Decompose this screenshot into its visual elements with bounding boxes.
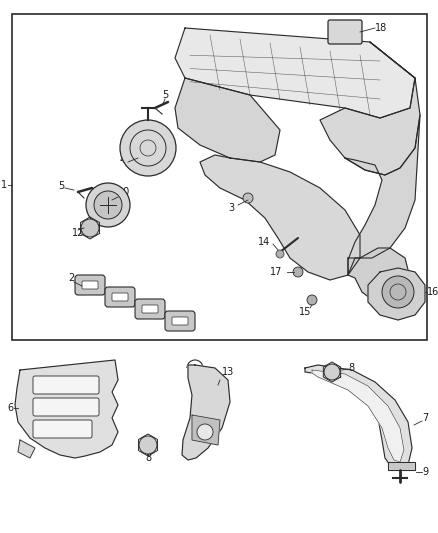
Circle shape	[197, 424, 213, 440]
Text: 5: 5	[58, 181, 64, 191]
Text: 1: 1	[1, 180, 7, 190]
FancyBboxPatch shape	[142, 305, 158, 313]
Text: 17: 17	[270, 267, 282, 277]
Text: 15: 15	[299, 307, 311, 317]
Circle shape	[293, 267, 303, 277]
Polygon shape	[388, 462, 415, 470]
Text: 10: 10	[118, 187, 130, 197]
Text: 5: 5	[162, 90, 168, 100]
FancyBboxPatch shape	[135, 299, 165, 319]
Polygon shape	[15, 360, 118, 458]
Text: 8: 8	[145, 453, 151, 463]
Text: 2: 2	[68, 273, 74, 283]
Polygon shape	[192, 415, 220, 445]
Polygon shape	[348, 248, 410, 305]
Circle shape	[94, 191, 122, 219]
FancyBboxPatch shape	[165, 311, 195, 331]
Polygon shape	[175, 78, 280, 162]
Polygon shape	[345, 115, 420, 275]
Text: 6: 6	[7, 403, 13, 413]
Polygon shape	[305, 365, 412, 470]
FancyBboxPatch shape	[105, 287, 135, 307]
Polygon shape	[175, 28, 415, 118]
Text: 14: 14	[258, 237, 270, 247]
Text: 8: 8	[348, 363, 354, 373]
Polygon shape	[182, 365, 230, 460]
Circle shape	[276, 250, 284, 258]
Text: 4: 4	[120, 155, 126, 165]
FancyBboxPatch shape	[328, 20, 362, 44]
Circle shape	[243, 193, 253, 203]
Text: 3: 3	[228, 203, 234, 213]
Text: 12: 12	[72, 228, 85, 238]
Circle shape	[382, 276, 414, 308]
Polygon shape	[200, 155, 360, 280]
FancyBboxPatch shape	[75, 275, 105, 295]
FancyBboxPatch shape	[112, 293, 128, 301]
FancyBboxPatch shape	[172, 317, 188, 325]
Text: 13: 13	[222, 367, 234, 377]
Circle shape	[86, 183, 130, 227]
Polygon shape	[368, 268, 425, 320]
Polygon shape	[312, 370, 404, 462]
Circle shape	[324, 364, 340, 380]
Text: 18: 18	[375, 23, 387, 33]
Text: 9: 9	[422, 467, 428, 477]
Text: 16: 16	[427, 287, 438, 297]
Polygon shape	[18, 440, 35, 458]
Bar	[12, 14, 427, 340]
Circle shape	[120, 120, 176, 176]
FancyBboxPatch shape	[33, 420, 92, 438]
FancyBboxPatch shape	[33, 398, 99, 416]
Circle shape	[139, 436, 157, 454]
Circle shape	[81, 219, 99, 237]
Text: 7: 7	[422, 413, 428, 423]
FancyBboxPatch shape	[82, 281, 98, 289]
FancyBboxPatch shape	[33, 376, 99, 394]
Circle shape	[307, 295, 317, 305]
Polygon shape	[320, 42, 420, 175]
